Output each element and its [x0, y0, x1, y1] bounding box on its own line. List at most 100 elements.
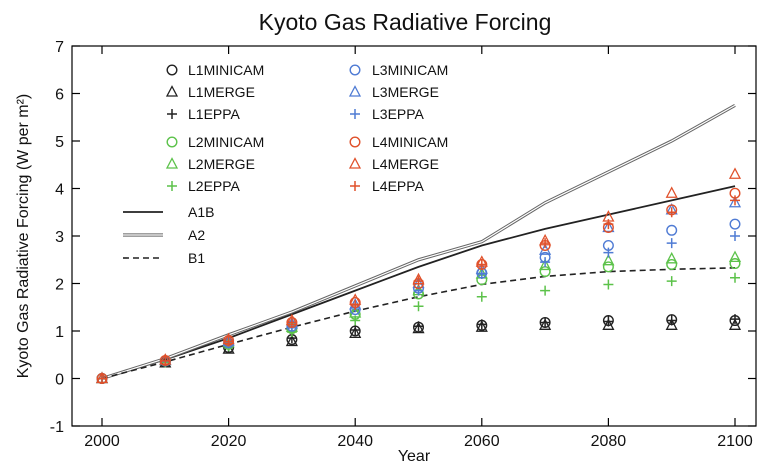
point-l1eppa — [476, 319, 487, 330]
point-l3merge — [602, 220, 615, 233]
point-l1eppa — [350, 325, 361, 336]
legend-label-b1: B1 — [188, 250, 205, 266]
scenario-lines — [101, 104, 736, 381]
point-l2merge — [602, 253, 615, 266]
point-l3eppa — [603, 247, 614, 258]
y-tick-label: 7 — [55, 39, 64, 56]
point-l4merge — [665, 186, 678, 198]
legend-label-l2minicam: L2MINICAM — [188, 134, 264, 150]
chart-title: Kyoto Gas Radiative Forcing — [259, 9, 552, 35]
point-l4eppa — [350, 299, 361, 310]
point-l4eppa — [286, 317, 297, 328]
point-l2eppa — [413, 301, 424, 312]
point-l2eppa — [666, 276, 677, 287]
legend-label-l3minicam: L3MINICAM — [372, 62, 448, 78]
legend-label-l4minicam: L4MINICAM — [372, 134, 448, 150]
point-l2minicam — [539, 266, 551, 278]
legend-label-l2merge: L2MERGE — [188, 156, 255, 172]
point-l2eppa — [540, 285, 551, 296]
y-tick-label: 6 — [55, 87, 64, 104]
legend-marker-l1minicam — [166, 64, 178, 76]
point-l1merge — [285, 334, 298, 347]
point-l2eppa — [730, 272, 740, 283]
point-l2eppa — [476, 291, 487, 302]
legend-label-l1merge: L1MERGE — [188, 84, 255, 100]
y-tick-label: 1 — [55, 324, 64, 341]
point-l3eppa — [666, 238, 677, 249]
point-l4merge — [728, 167, 742, 179]
legend-label-l3eppa: L3EPPA — [372, 106, 425, 122]
y-tick-label: 5 — [55, 134, 64, 151]
point-l3minicam — [666, 224, 678, 236]
point-l3eppa — [413, 285, 424, 296]
y-axis: -1 0 1 2 3 4 5 6 7 — [50, 39, 756, 436]
point-l1eppa — [603, 316, 614, 327]
x-axis: 2000 2020 2040 2060 2080 2100 — [84, 46, 753, 450]
legend-marker-l2minicam — [166, 136, 178, 148]
legend-label-l3merge: L3MERGE — [372, 84, 439, 100]
point-l2merge — [665, 251, 678, 264]
y-tick-label: 0 — [55, 372, 64, 389]
legend-marker-l3eppa — [350, 109, 360, 119]
x-tick-label: 2020 — [211, 433, 247, 450]
point-l2minicam — [729, 258, 741, 270]
legend-label-l1minicam: L1MINICAM — [188, 62, 264, 78]
legend-marker-l1merge — [165, 85, 179, 97]
legend-label-a2: A2 — [188, 227, 205, 243]
point-l4eppa — [540, 238, 551, 249]
point-l1merge — [412, 321, 425, 334]
point-l4eppa — [603, 219, 614, 230]
x-tick-label: 2000 — [84, 433, 120, 450]
point-l3merge — [728, 195, 742, 208]
legend-marker-l4eppa — [350, 181, 360, 191]
point-l4eppa — [223, 336, 234, 347]
legend-label-l2eppa: L2EPPA — [188, 178, 241, 194]
legend-marker-l4minicam — [349, 136, 361, 148]
point-l1merge — [602, 318, 615, 330]
plot-frame — [71, 45, 757, 427]
point-l4eppa — [666, 207, 677, 218]
point-l3eppa — [540, 257, 551, 268]
legend-label-l4merge: L4MERGE — [372, 156, 439, 172]
point-l1merge — [665, 318, 678, 330]
point-l4eppa — [413, 276, 424, 287]
legend-label-l4eppa: L4EPPA — [372, 178, 425, 194]
point-l1merge — [539, 318, 552, 330]
point-l1merge — [475, 320, 488, 332]
line-a1b — [101, 185, 736, 380]
y-tick-label: -1 — [50, 419, 64, 436]
legend-label-l1eppa: L1EPPA — [188, 106, 241, 122]
point-l1eppa — [540, 317, 551, 328]
legend-marker-l4merge — [348, 157, 362, 169]
point-l4eppa — [160, 355, 171, 366]
x-tick-label: 2040 — [337, 433, 373, 450]
point-l2minicam — [602, 261, 614, 273]
y-axis-label: Kyoto Gas Radiative Forcing (W per m²) — [15, 94, 32, 379]
legend-marker-l3minicam — [349, 64, 361, 76]
point-l2minicam — [666, 259, 678, 271]
point-l4eppa — [730, 195, 740, 206]
point-l2merge — [728, 250, 742, 263]
y-tick-label: 4 — [55, 182, 64, 199]
x-axis-label: Year — [398, 448, 431, 465]
point-l1merge — [728, 318, 742, 330]
point-l3minicam — [729, 218, 741, 230]
legend-marker-l2merge — [165, 157, 179, 169]
point-l2eppa — [603, 279, 614, 290]
point-l1eppa — [413, 321, 424, 332]
legend: L1MINICAM L1MERGE L1EPPA L2MINICAM L2MERGE L2… — [123, 62, 448, 266]
point-l1merge — [349, 326, 362, 339]
legend-marker-l1eppa — [167, 109, 177, 119]
x-tick-label: 2100 — [717, 433, 753, 450]
y-tick-label: 3 — [55, 229, 64, 246]
model-points — [95, 167, 742, 385]
point-l2merge — [539, 258, 552, 271]
point-l4eppa — [476, 259, 487, 270]
point-l3eppa — [476, 269, 487, 279]
legend-marker-l3merge — [348, 85, 362, 97]
legend-label-a1b: A1B — [188, 204, 214, 220]
legend-marker-l2eppa — [167, 181, 177, 191]
point-l1eppa — [730, 314, 740, 325]
x-tick-label: 2060 — [464, 433, 500, 450]
